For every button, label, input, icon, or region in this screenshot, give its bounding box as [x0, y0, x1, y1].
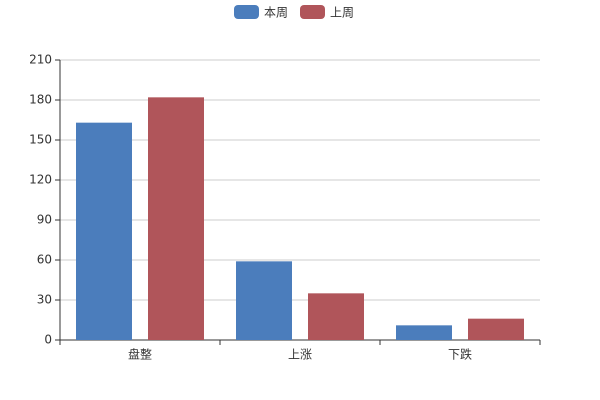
y-tick-label: 90	[37, 213, 52, 227]
bar	[76, 122, 132, 341]
y-tick-label: 60	[37, 253, 52, 267]
x-tick-label: 上涨	[288, 347, 312, 362]
x-tick-label: 下跌	[448, 347, 472, 362]
y-tick-label: 120	[29, 173, 52, 187]
bar	[308, 293, 364, 340]
bar	[468, 318, 524, 340]
bar	[148, 97, 204, 340]
legend-label[interactable]: 本周	[264, 6, 288, 20]
legend-label[interactable]: 上周	[330, 6, 354, 20]
y-tick-label: 210	[29, 53, 52, 67]
y-tick-label: 0	[44, 333, 52, 347]
bar	[396, 325, 452, 340]
y-tick-label: 180	[29, 93, 52, 107]
y-tick-label: 150	[29, 133, 52, 147]
y-tick-label: 30	[37, 293, 52, 307]
legend-swatch[interactable]	[234, 5, 259, 19]
legend-swatch[interactable]	[300, 5, 325, 19]
x-tick-label: 盘整	[128, 347, 152, 362]
bar	[236, 261, 292, 340]
